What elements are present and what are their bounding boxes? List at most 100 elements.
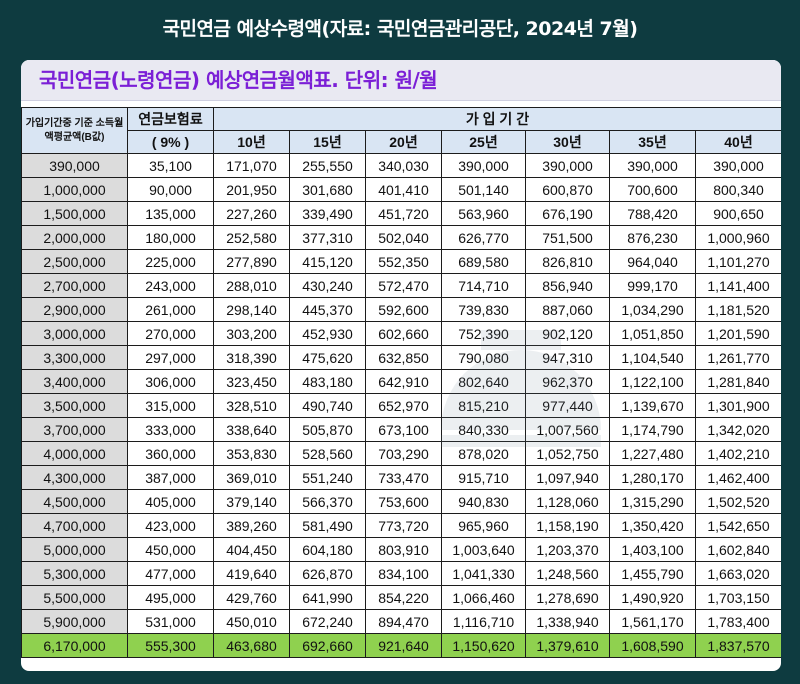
- pension-cell: 430,240: [289, 273, 366, 298]
- premium-cell: 495,000: [127, 585, 214, 610]
- income-cell: 4,500,000: [21, 489, 128, 514]
- pension-cell: 1,490,920: [609, 585, 696, 610]
- premium-cell: 423,000: [127, 513, 214, 538]
- premium-cell: 405,000: [127, 489, 214, 514]
- header-income: 가입기간중 기준 소득월액평균액(B값): [21, 107, 128, 154]
- pension-cell: 600,870: [525, 177, 610, 202]
- pension-cell: 277,890: [213, 249, 290, 274]
- pension-cell: 1,066,460: [441, 585, 526, 610]
- premium-cell: 297,000: [127, 345, 214, 370]
- pension-cell: 921,640: [365, 633, 442, 658]
- header-period-3: 25년: [441, 130, 526, 154]
- income-cell: 3,700,000: [21, 417, 128, 442]
- income-cell: 4,300,000: [21, 465, 128, 490]
- pension-cell: 1,281,840: [695, 369, 781, 394]
- pension-cell: 1,003,640: [441, 537, 526, 562]
- income-cell: 2,500,000: [21, 249, 128, 274]
- pension-cell: 854,220: [365, 585, 442, 610]
- pension-cell: 626,870: [289, 561, 366, 586]
- income-cell: 2,000,000: [21, 225, 128, 250]
- pension-cell: 592,600: [365, 297, 442, 322]
- pension-cell: 1,007,560: [525, 417, 610, 442]
- pension-table: 가입기간중 기준 소득월액평균액(B값) 연금보험료 가 입 기 간 ( 9% …: [21, 107, 781, 658]
- income-cell: 4,000,000: [21, 441, 128, 466]
- pension-cell: 1,315,290: [609, 489, 696, 514]
- pension-cell: 1,158,190: [525, 513, 610, 538]
- pension-cell: 1,122,100: [609, 369, 696, 394]
- pension-cell: 390,000: [441, 153, 526, 178]
- pension-cell: 604,180: [289, 537, 366, 562]
- pension-cell: 977,440: [525, 393, 610, 418]
- income-cell: 3,500,000: [21, 393, 128, 418]
- pension-cell: 887,060: [525, 297, 610, 322]
- pension-cell: 377,310: [289, 225, 366, 250]
- income-cell: 3,300,000: [21, 345, 128, 370]
- pension-cell: 369,010: [213, 465, 290, 490]
- premium-cell: 35,100: [127, 153, 214, 178]
- table-row: 5,300,000 477,000 419,640 626,870 834,100 1,0…: [21, 561, 781, 586]
- pension-cell: 672,240: [289, 609, 366, 634]
- pension-cell: 834,100: [365, 561, 442, 586]
- pension-cell: 1,703,150: [695, 585, 781, 610]
- pension-cell: 563,960: [441, 201, 526, 226]
- pension-cell: 1,041,330: [441, 561, 526, 586]
- table-row: 4,500,000 405,000 379,140 566,370 753,600 940…: [21, 489, 781, 514]
- pension-cell: 1,097,940: [525, 465, 610, 490]
- pension-cell: 1,350,420: [609, 513, 696, 538]
- income-cell: 3,000,000: [21, 321, 128, 346]
- pension-cell: 379,140: [213, 489, 290, 514]
- table-row: 3,400,000 306,000 323,450 483,180 642,910 802…: [21, 369, 781, 394]
- pension-cell: 803,910: [365, 537, 442, 562]
- table-row: 2,900,000 261,000 298,140 445,370 592,600 739…: [21, 297, 781, 322]
- pension-cell: 947,310: [525, 345, 610, 370]
- pension-cell: 773,720: [365, 513, 442, 538]
- pension-cell: 463,680: [213, 633, 290, 658]
- pension-cell: 826,810: [525, 249, 610, 274]
- pension-cell: 1,403,100: [609, 537, 696, 562]
- pension-cell: 1,783,400: [695, 609, 781, 634]
- pension-cell: 900,650: [695, 201, 781, 226]
- pension-cell: 676,190: [525, 201, 610, 226]
- pension-cell: 1,338,940: [525, 609, 610, 634]
- pension-cell: 255,550: [289, 153, 366, 178]
- table-row: 390,000 35,100 171,070 255,550 340,030 390,00…: [21, 153, 781, 178]
- premium-cell: 531,000: [127, 609, 214, 634]
- pension-cell: 1,248,560: [525, 561, 610, 586]
- table-row: 2,700,000 243,000 288,010 430,240 572,470 714…: [21, 273, 781, 298]
- pension-cell: 298,140: [213, 297, 290, 322]
- pension-cell: 452,930: [289, 321, 366, 346]
- pension-cell: 876,230: [609, 225, 696, 250]
- header-period: 가 입 기 간: [213, 107, 781, 131]
- header-period-4: 30년: [525, 130, 610, 154]
- premium-cell: 360,000: [127, 441, 214, 466]
- table-card: 국민연금(노령연금) 예상연금월액표. 단위: 원/월 가입기간중 기준 소득월…: [21, 60, 781, 671]
- pension-cell: 1,379,610: [525, 633, 610, 658]
- income-cell: 1,000,000: [21, 177, 128, 202]
- pension-cell: 1,602,840: [695, 537, 781, 562]
- pension-cell: 288,010: [213, 273, 290, 298]
- pension-cell: 689,580: [441, 249, 526, 274]
- pension-cell: 733,470: [365, 465, 442, 490]
- pension-cell: 602,660: [365, 321, 442, 346]
- header-period-5: 35년: [609, 130, 696, 154]
- table-row: 1,500,000 135,000 227,260 339,490 451,720 563…: [21, 201, 781, 226]
- pension-cell: 404,450: [213, 537, 290, 562]
- pension-cell: 1,280,170: [609, 465, 696, 490]
- pension-cell: 962,370: [525, 369, 610, 394]
- pension-cell: 328,510: [213, 393, 290, 418]
- pension-cell: 390,000: [695, 153, 781, 178]
- income-cell: 5,500,000: [21, 585, 128, 610]
- table-row: 4,000,000 360,000 353,830 528,560 703,290 878…: [21, 441, 781, 466]
- pension-cell: 390,000: [525, 153, 610, 178]
- pension-cell: 501,140: [441, 177, 526, 202]
- pension-cell: 1,608,590: [609, 633, 696, 658]
- premium-cell: 180,000: [127, 225, 214, 250]
- pension-cell: 429,760: [213, 585, 290, 610]
- pension-cell: 490,740: [289, 393, 366, 418]
- pension-cell: 1,128,060: [525, 489, 610, 514]
- pension-cell: 415,120: [289, 249, 366, 274]
- pension-cell: 915,710: [441, 465, 526, 490]
- pension-cell: 566,370: [289, 489, 366, 514]
- pension-cell: 700,600: [609, 177, 696, 202]
